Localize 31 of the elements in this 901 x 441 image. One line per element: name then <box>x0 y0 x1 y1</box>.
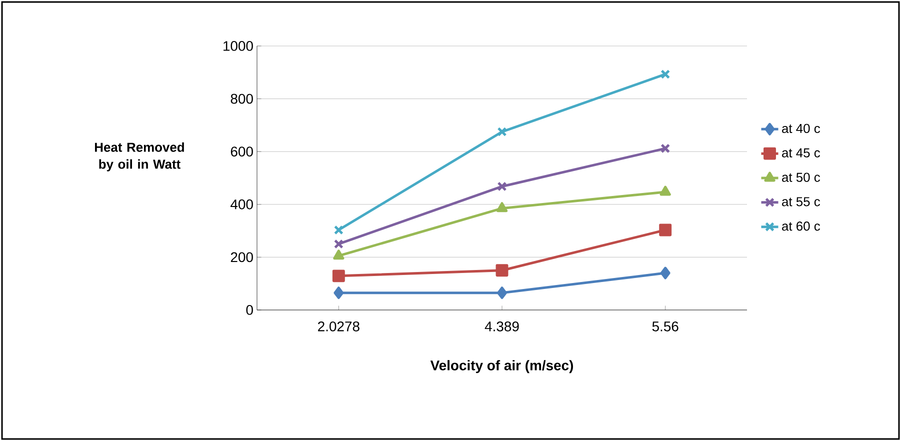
point <box>334 239 344 249</box>
x-axis-title: Velocity of air (m/sec) <box>430 360 574 374</box>
point <box>334 286 344 300</box>
legend-label: at 40 c <box>782 124 820 134</box>
y-tick-label: 1000 <box>224 41 253 51</box>
point <box>497 182 507 192</box>
point <box>497 286 507 300</box>
point <box>660 69 670 79</box>
x-tick-label: 4.389 <box>484 321 519 332</box>
point <box>660 186 671 196</box>
legend-label: at 55 c <box>782 197 820 206</box>
point <box>660 144 670 154</box>
y-tick-label: 0 <box>246 305 253 315</box>
point <box>660 266 670 280</box>
y-tick-label: 400 <box>230 199 253 210</box>
y-axis-title: Heat Removed by oil in Watt <box>95 142 184 172</box>
point <box>659 224 672 236</box>
legend-label: at 50 c <box>782 172 820 182</box>
point <box>496 264 508 277</box>
y-tick-label: 800 <box>230 94 253 104</box>
y-tick-label: 200 <box>230 252 253 262</box>
legend-label: at 45 c <box>782 148 820 158</box>
legend-label: at 60 c <box>782 222 820 231</box>
point <box>332 270 345 282</box>
point <box>334 225 344 235</box>
y-tick-label: 600 <box>230 146 253 157</box>
point <box>333 250 344 260</box>
point <box>496 202 508 212</box>
point <box>497 127 507 137</box>
x-tick-label: 5.56 <box>652 321 678 332</box>
x-tick-label: 2.0278 <box>318 321 360 332</box>
